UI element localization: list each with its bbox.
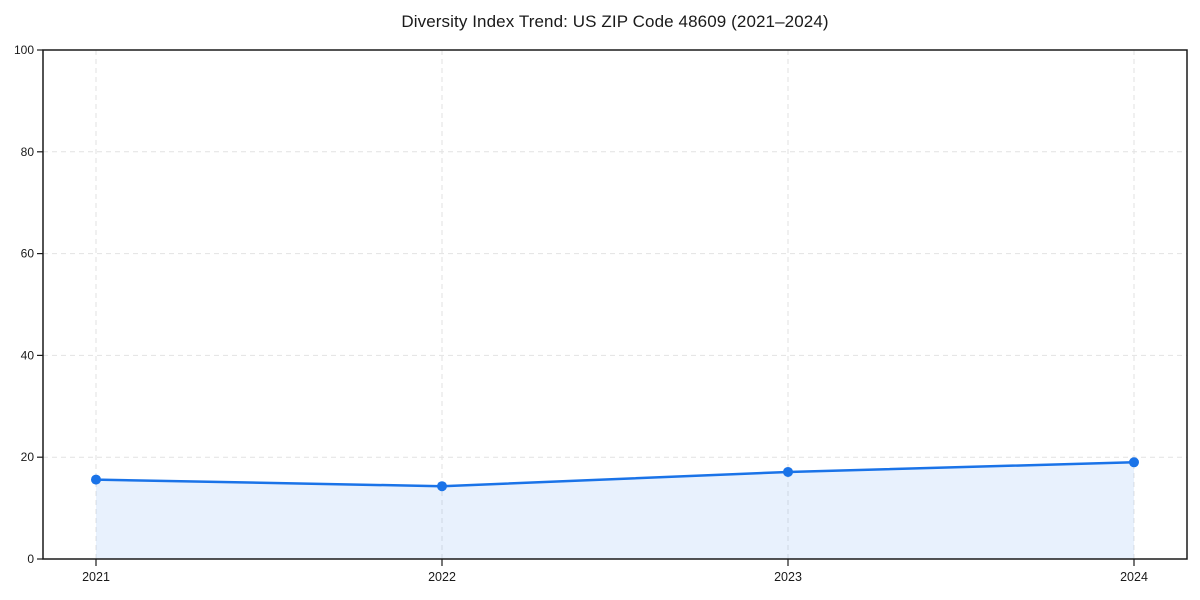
chart-title: Diversity Index Trend: US ZIP Code 48609… (401, 12, 829, 31)
x-tick-label: 2021 (82, 570, 110, 584)
data-point-2024 (1129, 457, 1139, 468)
trend-line (94, 461, 1136, 488)
data-point-2022 (437, 481, 447, 492)
x-tick-label: 2024 (1120, 570, 1148, 584)
x-tick-label: 2022 (428, 570, 456, 584)
y-tick-label: 40 (21, 348, 35, 362)
data-point-2021 (91, 474, 101, 485)
data-point-2023 (783, 466, 793, 477)
y-tick-label: 20 (21, 450, 35, 464)
plot-frame (42, 49, 1188, 560)
area-fill (96, 462, 1134, 559)
y-tick-label: 0 (27, 552, 34, 566)
y-tick-label: 100 (14, 43, 34, 57)
y-tick-label: 60 (21, 247, 35, 261)
y-tick-label: 80 (21, 145, 35, 159)
x-tick-label: 2023 (774, 570, 802, 584)
